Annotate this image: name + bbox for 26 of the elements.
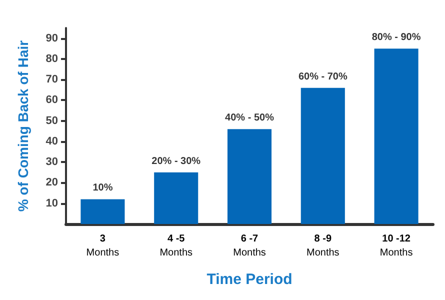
x-tick-label: 3 Months	[86, 234, 120, 258]
y-tick-label: 30	[46, 156, 58, 168]
annotation: 80% - 90%	[372, 32, 421, 44]
x-tick-label: 10 -12 Months	[380, 234, 413, 258]
bar	[374, 48, 418, 224]
bar	[227, 129, 272, 224]
y-tick-label: 40	[46, 135, 58, 148]
x-tick-label: 4 -5 Months	[160, 234, 192, 258]
y-tick-label: 80	[46, 52, 58, 65]
bar	[300, 88, 345, 224]
y-tick-label: 20	[46, 176, 58, 189]
y-tick-label: 90	[46, 32, 58, 44]
annotation: 20% - 30%	[152, 156, 201, 167]
y-tick-label: 70	[46, 74, 58, 86]
y-tick-label: 50	[46, 114, 58, 127]
annotation: 10%	[92, 182, 113, 194]
bar	[80, 199, 125, 224]
bar	[154, 172, 198, 224]
y-axis-title: % of Coming Back of Hair	[15, 40, 31, 212]
x-tick-label: 8 -9 Months	[306, 234, 340, 258]
x-tick-label: 6 -7 Months	[233, 234, 266, 258]
x-axis-title: Time Period	[206, 271, 292, 288]
y-tick-label: 10	[46, 197, 58, 210]
annotation: 60% - 70%	[298, 71, 348, 82]
y-tick-label: 60	[46, 94, 58, 106]
annotation: 40% - 50%	[225, 112, 274, 124]
